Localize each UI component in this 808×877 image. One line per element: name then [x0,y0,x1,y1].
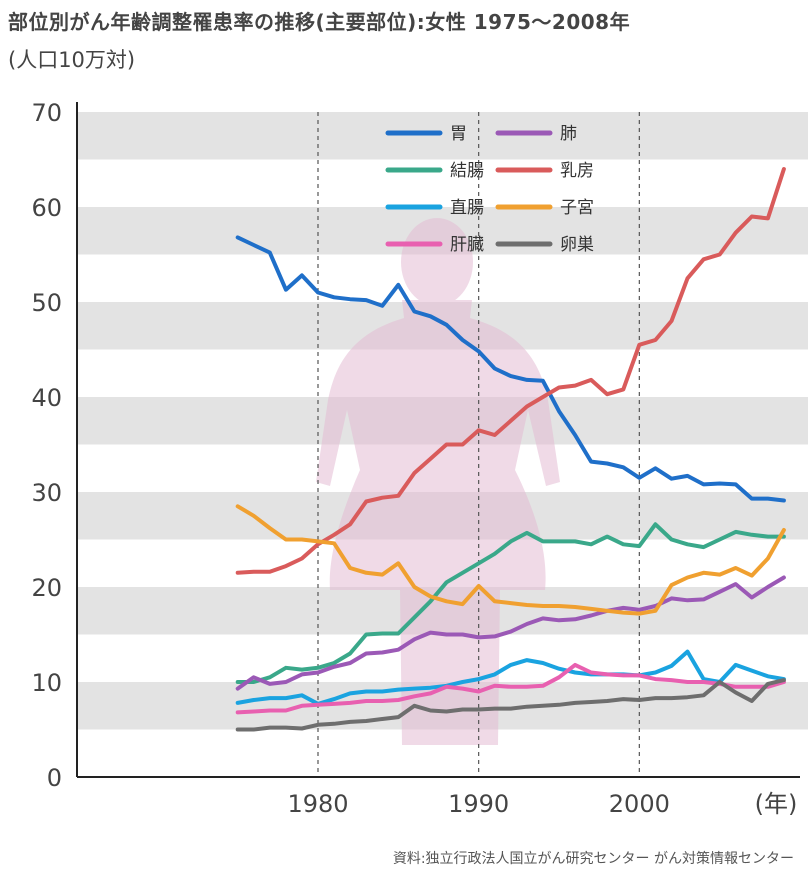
x-axis-ticks: 1980 1990 2000 (年) [287,790,797,818]
series-line-5 [235,167,786,575]
y-tick-label: 40 [31,384,62,412]
y-tick-label: 10 [31,669,62,697]
x-axis-label: (年) [755,790,798,818]
series-line-7 [235,678,786,732]
legend-label-1: 結腸 [450,161,484,181]
series-line-6 [235,504,786,616]
legend-label-7: 卵巣 [560,235,594,255]
y-tick-label: 60 [31,194,62,222]
series-line-1 [235,522,786,684]
y-tick-label: 0 [47,764,62,792]
series-line-4 [235,575,786,691]
series-line-2 [235,649,786,706]
legend-label-5: 乳房 [560,161,594,181]
y-axis-ticks: 0 10 20 30 40 50 60 70 [31,99,62,792]
legend-label-2: 直腸 [450,198,484,218]
y-tick-label: 50 [31,289,62,317]
legend-label-4: 肺 [560,124,577,144]
y-tick-label: 70 [31,99,62,127]
female-silhouette-decoration [316,218,560,745]
x-tick-label: 1980 [287,790,348,818]
x-tick-label: 2000 [609,790,670,818]
series-line-3 [235,662,786,715]
source-note: 資料:独立行政法人国立がん研究センター がん対策情報センター [392,851,794,867]
legend-label-6: 子宮 [560,198,594,218]
series-line-0 [235,235,786,503]
y-tick-label: 30 [31,479,62,507]
series-lines [235,167,786,732]
axes [76,102,800,778]
legend-label-3: 肝臓 [450,235,484,255]
grid-band [77,112,808,160]
chart-title: 部位別がん年齢調整罹患率の推移(主要部位):女性 1975〜2008年 [8,10,631,34]
legend-label-0: 胃 [450,124,467,144]
x-tick-label: 1990 [448,790,509,818]
unit-label: (人口10万対) [8,48,136,72]
y-tick-label: 20 [31,574,62,602]
